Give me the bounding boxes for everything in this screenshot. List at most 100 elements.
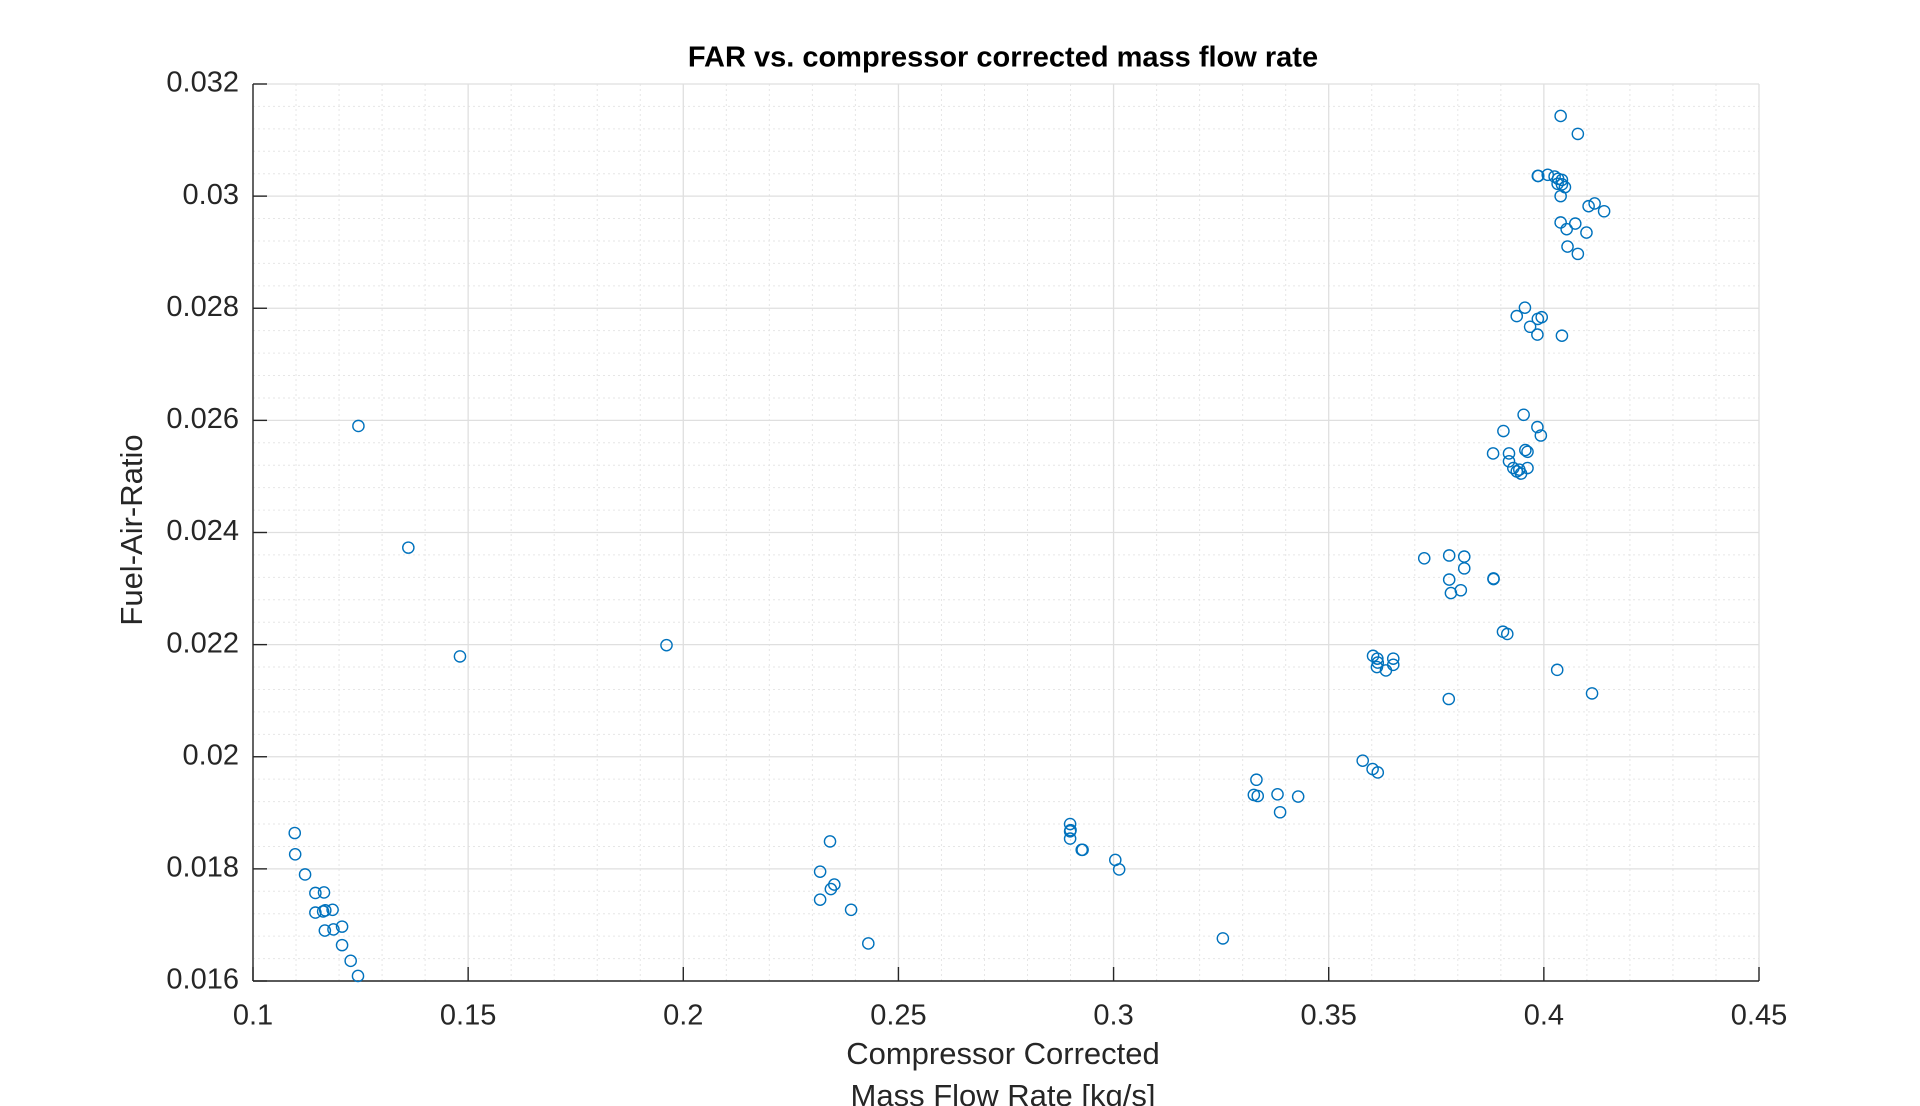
data-point [1273,805,1287,819]
data-point [1554,189,1567,203]
data-point [1502,447,1516,460]
data-point [317,886,331,899]
data-point [1486,447,1500,460]
data-point [1063,832,1077,845]
x-tick-label: 0.45 [1731,1000,1787,1032]
y-tick-label: 0.018 [166,852,239,884]
data-point [309,886,322,900]
data-point [1571,247,1585,261]
data-point [335,938,349,952]
data-point [1457,550,1471,563]
x-tick-label: 0.3 [1093,1000,1133,1032]
data-point [1356,754,1370,767]
data-point [318,904,332,917]
chart-title: FAR vs. compressor corrected mass flow r… [688,42,1318,74]
data-point [1554,216,1567,229]
y-tick-label: 0.032 [166,67,239,99]
data-point [1063,825,1077,838]
data-point [1523,320,1537,334]
data-point [1457,562,1471,575]
data-point [1510,309,1524,323]
data-point [352,419,365,433]
data-point [351,969,365,983]
data-point [453,650,467,663]
y-tick-label: 0.022 [166,627,239,659]
data-point [1568,217,1582,230]
data-point [1555,178,1569,191]
data-point [1386,658,1400,672]
data-point [1497,424,1510,438]
data-point [824,882,838,896]
data-point [1534,429,1548,442]
data-point [1519,443,1532,457]
data-point [1555,329,1569,343]
data-point [1597,204,1611,218]
data-point [1548,170,1561,183]
data-point [844,903,858,917]
data-point [1371,766,1385,779]
y-tick-label: 0.016 [166,964,239,996]
data-point [1561,240,1574,253]
x-tick-label: 0.25 [870,1000,926,1032]
data-point [1112,863,1126,876]
data-point [298,868,312,881]
data-point [1517,408,1530,422]
data-point [1063,817,1077,831]
data-point [1554,109,1567,123]
data-point [327,923,340,936]
x-tick-label: 0.35 [1300,1000,1356,1032]
data-point [1518,301,1532,314]
data-point [1442,692,1456,706]
y-tick-label: 0.03 [183,179,239,211]
data-point [1291,790,1305,803]
y-tick-label: 0.026 [166,403,239,435]
data-point [1555,173,1569,187]
data-point [288,847,302,861]
x-axis-label-line-2: Mass Flow Rate [kg/s] [851,1078,1156,1106]
data-point [1535,310,1549,324]
data-point [1487,572,1500,585]
data-point [1582,199,1595,213]
data-point [318,924,332,937]
data-point [1580,226,1593,239]
axes [252,83,1760,982]
data-point [813,893,827,907]
data-point [335,920,349,933]
data-point [1521,461,1534,475]
x-tick-label: 0.2 [663,1000,703,1032]
data-point [1531,169,1545,183]
data-point [1531,420,1544,434]
x-axis-label-line-1: Compressor Corrected [846,1036,1160,1071]
data-point [660,638,673,652]
y-axis-label: Fuel-Air-Ratio [114,434,149,625]
y-tick-labels: 0.016 0.018 0.02 0.022 0.024 0.026 0.028 0.03 0.… [166,67,239,996]
data-points [288,109,1611,983]
data-point [1251,789,1265,803]
data-point [1442,549,1456,562]
data-point [1371,656,1385,669]
data-point [1502,455,1516,468]
data-point [1216,932,1230,945]
y-tick-label: 0.02 [183,739,239,771]
data-point [1271,788,1284,801]
data-point [1531,328,1544,341]
x-tick-labels: 0.1 0.15 0.2 0.25 0.3 0.35 0.4 0.45 [233,1000,1787,1032]
data-point [326,903,339,917]
data-point [813,865,827,878]
data-point [309,906,322,919]
data-point [1560,222,1573,236]
data-point [1521,445,1534,459]
y-tick-label: 0.028 [166,291,239,323]
x-tick-label: 0.15 [440,1000,496,1032]
data-point [1551,177,1564,191]
data-point [402,541,415,554]
data-point [1571,127,1585,141]
data-point [1371,652,1384,665]
data-point [823,835,837,848]
data-point [1370,660,1384,674]
data-point [1454,583,1468,597]
data-point [288,826,302,840]
data-point [1442,573,1456,586]
data-point [862,937,875,950]
